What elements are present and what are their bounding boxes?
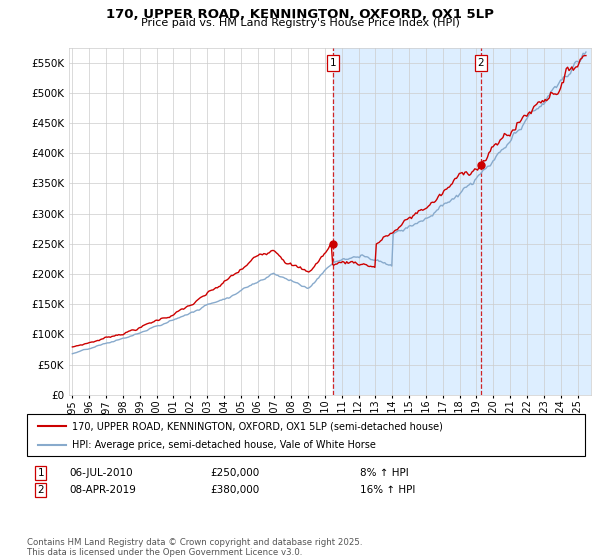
Text: 8% ↑ HPI: 8% ↑ HPI [360,468,409,478]
Text: 170, UPPER ROAD, KENNINGTON, OXFORD, OX1 5LP (semi-detached house): 170, UPPER ROAD, KENNINGTON, OXFORD, OX1… [71,421,443,431]
Text: £250,000: £250,000 [210,468,259,478]
Text: Contains HM Land Registry data © Crown copyright and database right 2025.
This d: Contains HM Land Registry data © Crown c… [27,538,362,557]
Text: Price paid vs. HM Land Registry's House Price Index (HPI): Price paid vs. HM Land Registry's House … [140,18,460,28]
Text: 1: 1 [330,58,337,68]
Text: 06-JUL-2010: 06-JUL-2010 [69,468,133,478]
Text: 170, UPPER ROAD, KENNINGTON, OXFORD, OX1 5LP: 170, UPPER ROAD, KENNINGTON, OXFORD, OX1… [106,8,494,21]
Text: HPI: Average price, semi-detached house, Vale of White Horse: HPI: Average price, semi-detached house,… [71,440,376,450]
Text: 2: 2 [37,485,44,495]
Bar [334,48,600,395]
Text: 1: 1 [37,468,44,478]
FancyBboxPatch shape [27,414,585,456]
Text: 16% ↑ HPI: 16% ↑ HPI [360,485,415,495]
Text: £380,000: £380,000 [210,485,259,495]
Text: 2: 2 [478,58,484,68]
Text: 08-APR-2019: 08-APR-2019 [69,485,136,495]
